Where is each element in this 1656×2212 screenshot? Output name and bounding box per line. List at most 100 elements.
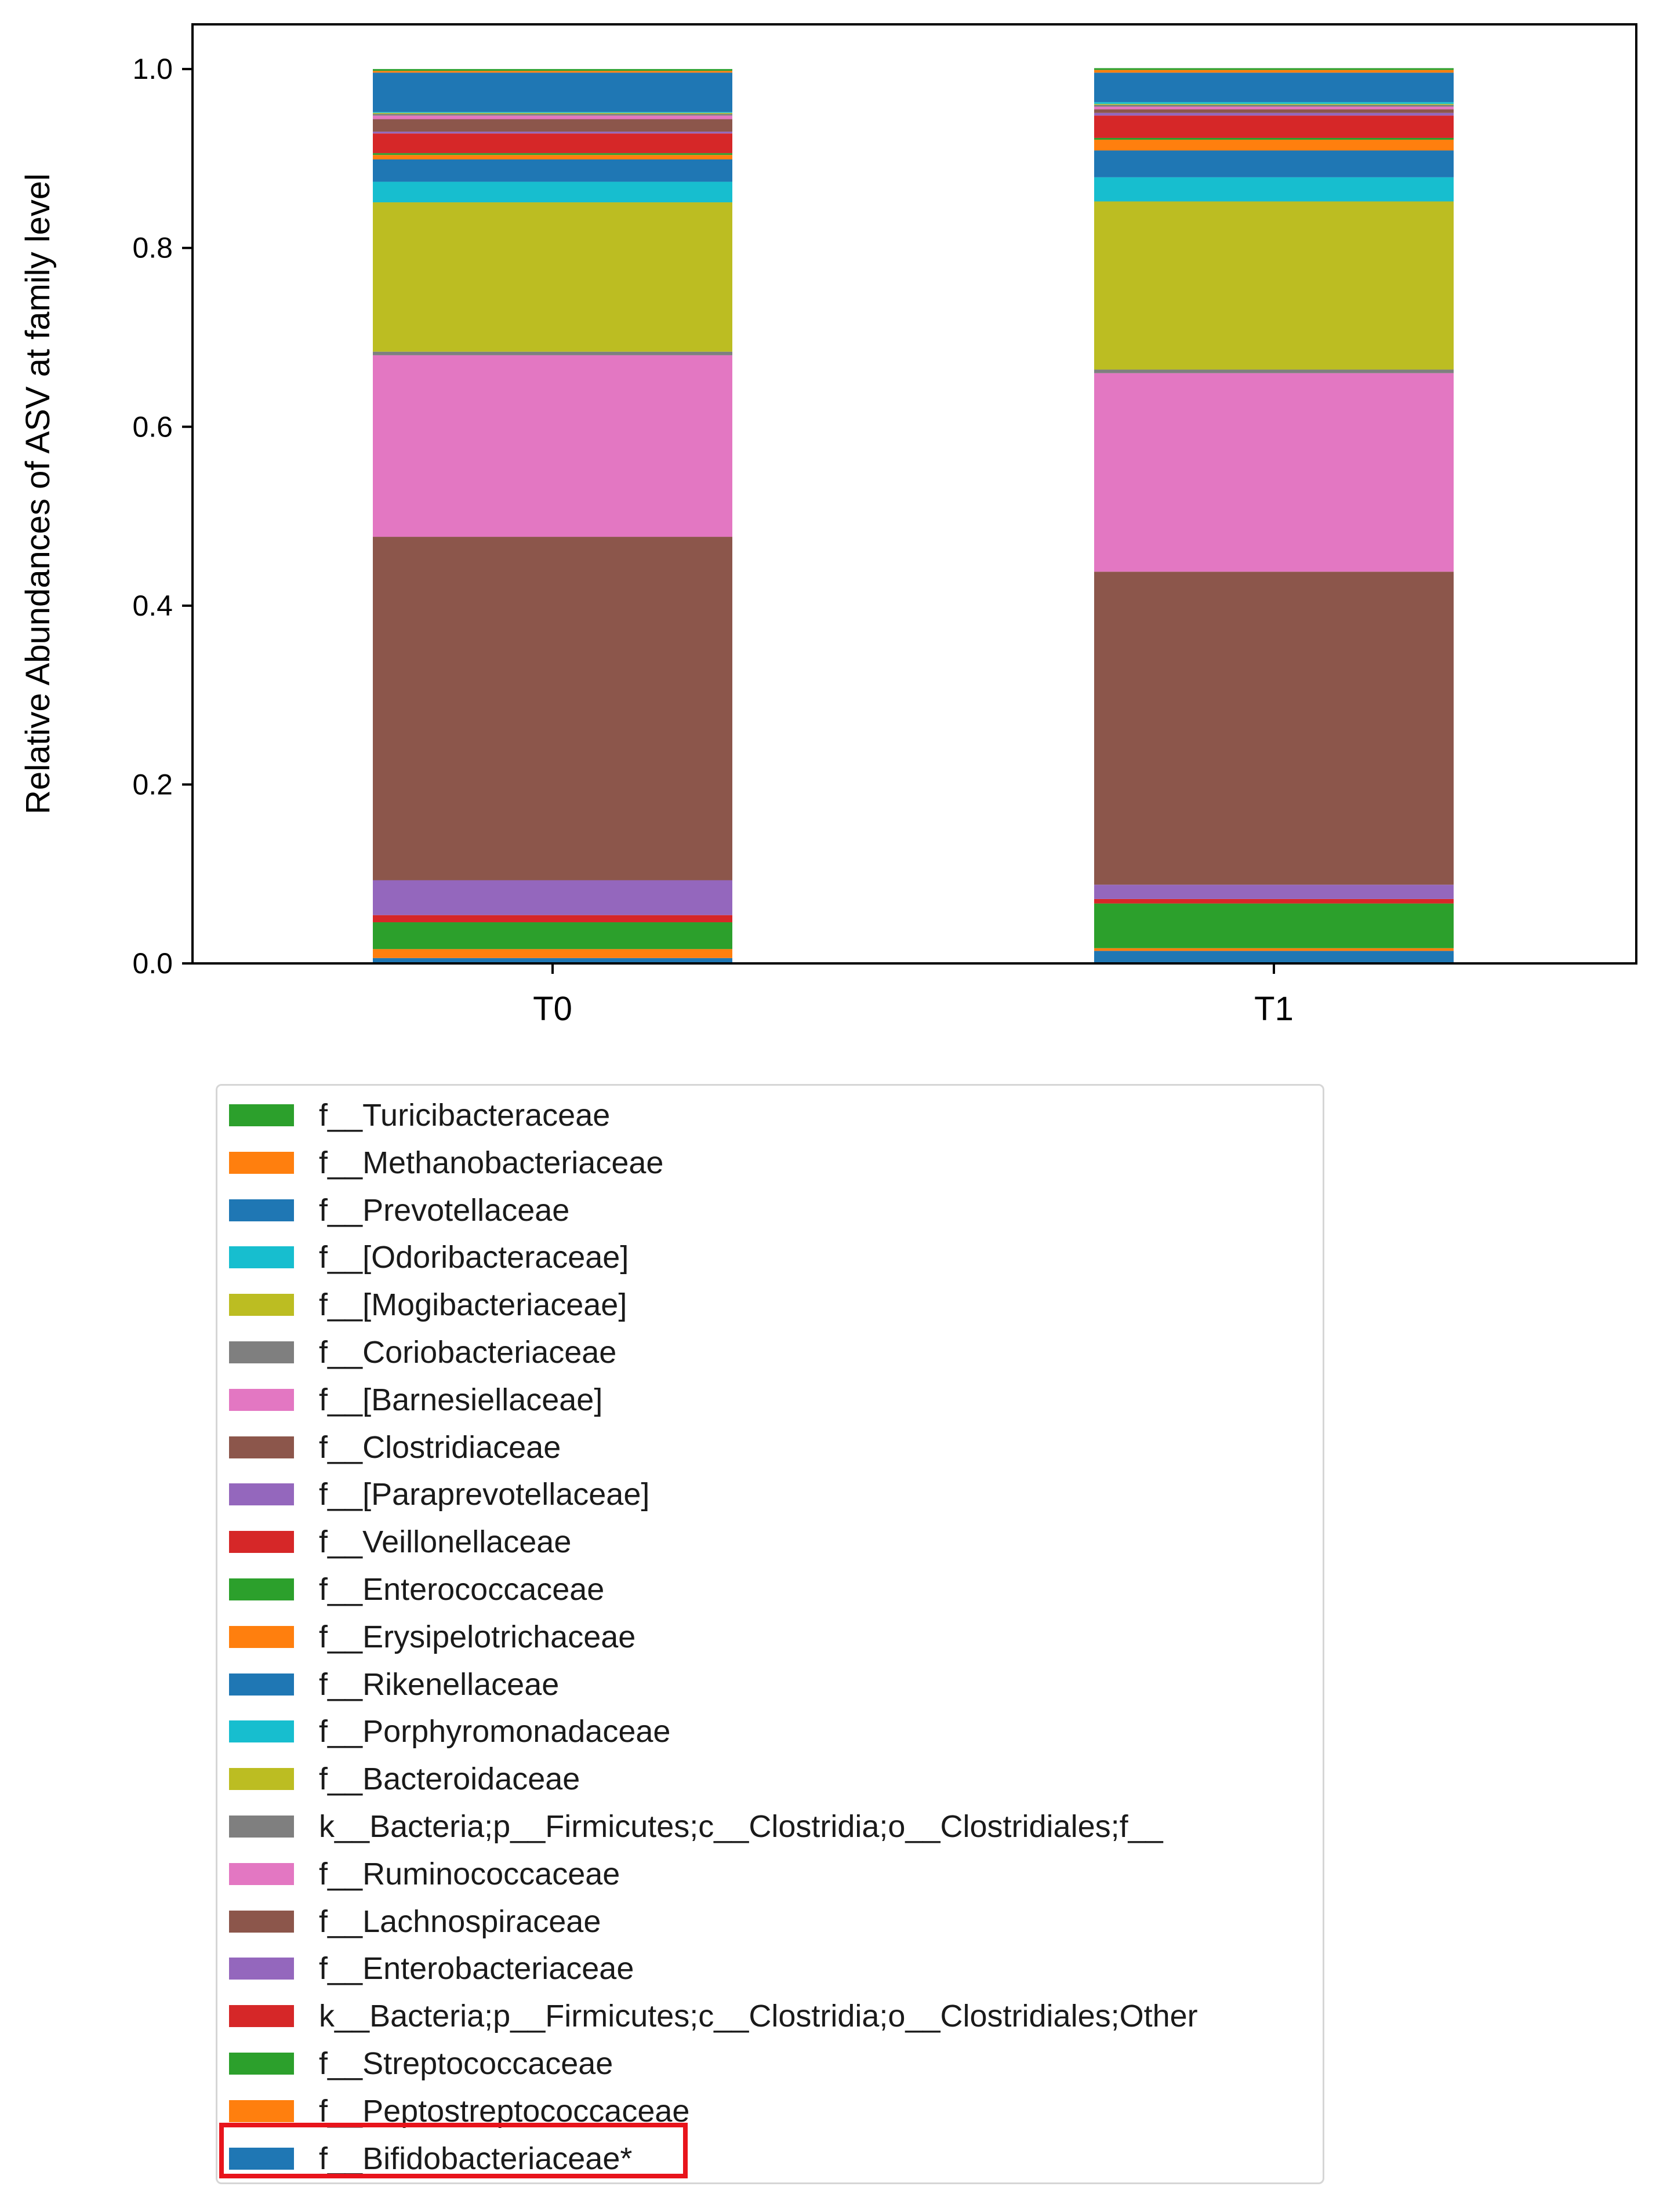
- bar-segment-t0-2: [373, 922, 732, 949]
- legend-label: f__Ruminococcaceae: [319, 1856, 620, 1891]
- y-axis-title: Relative Abundances of ASV at family lev…: [19, 173, 57, 814]
- bar-segment-t1-0: [1094, 951, 1454, 963]
- bar-segment-t1-20: [1094, 72, 1454, 103]
- bar-segment-t1-14: [1094, 112, 1454, 116]
- legend-label: k__Bacteria;p__Firmicutes;c__Clostridia;…: [319, 1999, 1198, 2034]
- bar-segment-t0-20: [373, 72, 732, 112]
- bar-segment-t0-21: [373, 71, 732, 73]
- bar-segment-t0-22: [373, 69, 732, 71]
- legend-swatch: [229, 1531, 294, 1554]
- bar-segment-t1-8: [1094, 201, 1454, 370]
- legend-label: f__Streptococcaceae: [319, 2046, 613, 2081]
- y-tick-label: 0.2: [132, 768, 173, 801]
- bar-segment-t1-9: [1094, 177, 1454, 202]
- legend-item: f__Enterobacteriaceae: [217, 1945, 1319, 1992]
- legend-label: f__[Odoribacteraceae]: [319, 1240, 629, 1275]
- legend-item: f__[Paraprevotellaceae]: [217, 1471, 1319, 1518]
- bar-segment-t1-1: [1094, 948, 1454, 951]
- bar-segment-t1-11: [1094, 140, 1454, 151]
- legend-swatch: [229, 1578, 294, 1600]
- legend-label: f__Enterobacteriaceae: [319, 1951, 634, 1987]
- bar-segment-t0-17: [373, 114, 732, 116]
- legend-label: f__Veillonellaceae: [319, 1525, 572, 1560]
- legend-swatch: [229, 1341, 294, 1363]
- legend-swatch: [229, 2053, 294, 2075]
- y-tick-label: 1.0: [132, 53, 173, 85]
- legend-swatch: [229, 2100, 294, 2122]
- y-tick-label: 0.0: [132, 947, 173, 980]
- bar-segment-t1-5: [1094, 572, 1454, 885]
- legend-swatch: [229, 2147, 294, 2170]
- legend-swatch: [229, 1388, 294, 1411]
- bar-segment-t1-19: [1094, 102, 1454, 104]
- bar-segment-t1-4: [1094, 885, 1454, 899]
- bar-segment-t0-18: [373, 112, 732, 114]
- legend-swatch: [229, 1104, 294, 1126]
- legend-item: f__Bifidobacteriaceae*: [217, 2135, 1319, 2182]
- bar-segment-t1-15: [1094, 109, 1454, 113]
- bar-segment-t1-18: [1094, 104, 1454, 105]
- bar-segment-t0-12: [373, 153, 732, 155]
- bar-segment-t0-13: [373, 133, 732, 154]
- bar-segment-t0-6: [373, 355, 732, 537]
- bar-segment-t1-7: [1094, 369, 1454, 373]
- legend-label: f__[Paraprevotellaceae]: [319, 1477, 650, 1512]
- legend-swatch: [229, 1625, 294, 1648]
- legend-item: f__Coriobacteriaceae: [217, 1329, 1319, 1376]
- legend-swatch: [229, 1151, 294, 1174]
- bar-segment-t1-17: [1094, 104, 1454, 107]
- bars-layer: [373, 68, 1454, 963]
- legend-swatch: [229, 1768, 294, 1791]
- plot-frame: [191, 23, 1637, 965]
- bar-segment-t0-0: [373, 958, 732, 963]
- bar-segment-t0-19: [373, 112, 732, 113]
- legend-swatch: [229, 1199, 294, 1221]
- bar-segment-t0-15: [373, 119, 732, 132]
- legend-item: f__Rikenellaceae: [217, 1661, 1319, 1708]
- bar-segment-t0-4: [373, 880, 732, 915]
- x-tick-label: T1: [1254, 990, 1294, 1028]
- legend-item: f__Turicibacteraceae: [217, 1092, 1319, 1139]
- legend-item: f__Ruminococcaceae: [217, 1850, 1319, 1898]
- bar-segment-t1-10: [1094, 150, 1454, 177]
- legend-item: k__Bacteria;p__Firmicutes;c__Clostridia;…: [217, 1992, 1319, 2040]
- bar-segment-t1-13: [1094, 115, 1454, 138]
- axes-layer: 0.0 0.2 0.4 0.6 0.8 1.0 T0 T1: [132, 53, 1293, 1028]
- legend-swatch: [229, 2005, 294, 2028]
- legend-label: f__Peptostreptococcaceae: [319, 2093, 690, 2129]
- legend-label: f__Clostridiaceae: [319, 1429, 561, 1465]
- bar-segment-t1-12: [1094, 137, 1454, 140]
- legend-swatch: [229, 1294, 294, 1316]
- legend-item: f__[Mogibacteriaceae]: [217, 1281, 1319, 1329]
- legend-label: f__Bacteroidaceae: [319, 1762, 580, 1797]
- legend-label: f__Lachnospiraceae: [319, 1904, 601, 1939]
- legend-label: f__Bifidobacteriaceae*: [319, 2141, 633, 2176]
- legend-label: f__Methanobacteriaceae: [319, 1145, 664, 1180]
- bar-segment-t0-11: [373, 155, 732, 159]
- legend-label: f__[Barnesiellaceae]: [319, 1382, 603, 1417]
- legend-item: k__Bacteria;p__Firmicutes;c__Clostridia;…: [217, 1803, 1319, 1850]
- legend-swatch: [229, 1483, 294, 1506]
- bar-segment-t1-21: [1094, 70, 1454, 73]
- bar-segment-t0-16: [373, 115, 732, 119]
- legend-item: f__Erysipelotrichaceae: [217, 1613, 1319, 1661]
- legend: f__Turicibacteraceae f__Methanobacteriace…: [216, 1084, 1324, 2184]
- legend-label: f__Enterococcaceae: [319, 1572, 605, 1607]
- legend-swatch: [229, 1436, 294, 1458]
- bar-segment-t0-8: [373, 202, 732, 352]
- bar-segment-t1-16: [1094, 106, 1454, 110]
- legend-label: f__Turicibacteraceae: [319, 1098, 611, 1133]
- bar-segment-t0-3: [373, 915, 732, 923]
- legend-item: f__Methanobacteriaceae: [217, 1139, 1319, 1187]
- bar-segment-t1-6: [1094, 373, 1454, 572]
- legend-item: f__Clostridiaceae: [217, 1424, 1319, 1471]
- bar-segment-t0-7: [373, 351, 732, 355]
- legend-item: f__Enterococcaceae: [217, 1566, 1319, 1613]
- legend-item: f__Prevotellaceae: [217, 1187, 1319, 1234]
- bar-segment-t1-3: [1094, 898, 1454, 904]
- legend-item: f__Bacteroidaceae: [217, 1755, 1319, 1803]
- bar-segment-t0-14: [373, 132, 732, 134]
- legend-swatch: [229, 1862, 294, 1885]
- legend-label: f__Erysipelotrichaceae: [319, 1619, 636, 1654]
- legend-swatch: [229, 1673, 294, 1696]
